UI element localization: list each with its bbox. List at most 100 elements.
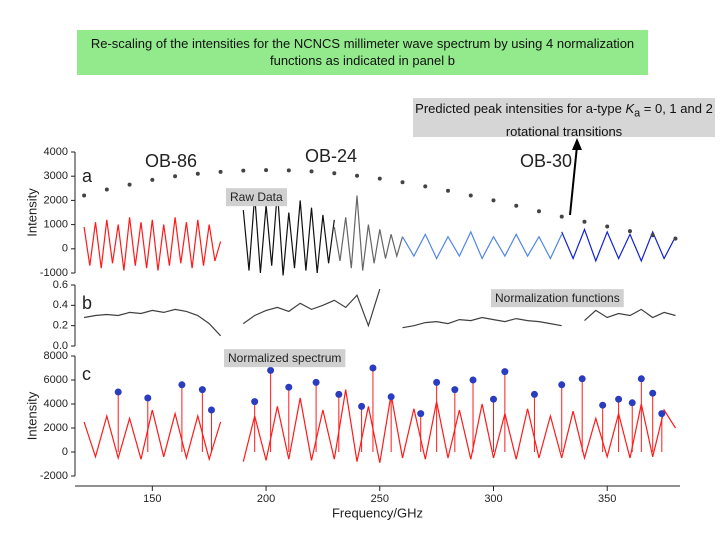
panel-label: b [82, 293, 92, 313]
panel-label: Raw Data [230, 190, 283, 204]
label-box [226, 188, 288, 207]
point [628, 399, 636, 407]
slide-title: Re-scaling of the intensities for the NC… [77, 30, 648, 75]
callout-symbol: K [625, 101, 635, 116]
panel-label: OB-24 [305, 146, 357, 166]
point [599, 401, 607, 409]
y-axis-label: Intensity [24, 188, 39, 237]
series-line [83, 217, 222, 271]
panel-label: OB-30 [520, 151, 572, 171]
point [536, 209, 541, 214]
point [658, 410, 666, 418]
y-tick-label: 8000 [44, 350, 68, 362]
point [491, 198, 496, 203]
point [127, 182, 132, 187]
label-box [491, 289, 624, 308]
point [198, 386, 206, 394]
y-tick-label: 3000 [44, 170, 68, 182]
point [615, 395, 623, 403]
point [400, 180, 405, 185]
y-tick-label: 6000 [44, 374, 68, 386]
point [451, 386, 459, 394]
callout-subscript: a [634, 107, 641, 120]
y-tick-label: 0.0 [53, 340, 68, 352]
point [489, 395, 497, 403]
panel-label: OB-86 [145, 151, 197, 171]
point [558, 381, 566, 389]
point [627, 229, 632, 234]
point [82, 193, 87, 198]
x-tick-label: 300 [484, 493, 502, 505]
point [309, 169, 314, 174]
point [637, 375, 645, 383]
y-tick-label: 0.2 [53, 320, 68, 332]
panel-label: c [82, 364, 91, 384]
y-tick-label: 0.4 [53, 299, 68, 311]
series-line [401, 230, 563, 260]
point [468, 193, 473, 198]
y-tick-label: 1000 [44, 219, 68, 231]
series-line [333, 195, 404, 271]
point [578, 375, 586, 383]
point [286, 168, 291, 173]
x-tick-label: 250 [371, 493, 389, 505]
point [251, 398, 259, 406]
point [104, 187, 109, 192]
point [605, 224, 610, 229]
y-tick-label: 4000 [44, 398, 68, 410]
x-axis-label: Frequency/GHz [332, 505, 423, 520]
point [332, 171, 337, 176]
arrow [569, 145, 578, 216]
point [387, 393, 395, 401]
y-axis-label: Intensity [24, 391, 39, 440]
series-line [242, 190, 335, 276]
point [469, 376, 477, 384]
series-line [561, 227, 677, 263]
x-tick-label: 350 [598, 493, 616, 505]
point [358, 402, 366, 410]
point [446, 188, 451, 193]
series-line [83, 288, 676, 337]
y-tick-label: 0 [62, 446, 68, 458]
point [433, 378, 441, 386]
point [514, 203, 519, 208]
point [285, 383, 293, 391]
point [417, 410, 425, 418]
point [369, 364, 377, 372]
panel-label: a [82, 166, 93, 186]
y-tick-label: 4000 [44, 146, 68, 158]
arrow-head [572, 138, 582, 150]
point [582, 219, 587, 224]
point [673, 236, 678, 241]
y-tick-label: 0.6 [53, 279, 68, 291]
y-tick-label: -2000 [40, 470, 68, 482]
point [150, 177, 155, 182]
x-tick-label: 150 [143, 493, 161, 505]
point [355, 173, 360, 178]
point [173, 174, 178, 179]
point [501, 368, 509, 376]
point [144, 394, 152, 402]
point [218, 169, 223, 174]
callout-text: Predicted peak intensities for a-type [415, 101, 626, 116]
point [312, 378, 320, 386]
point [377, 176, 382, 181]
point [335, 390, 343, 398]
point [114, 388, 122, 396]
x-tick-label: 200 [257, 493, 275, 505]
point [650, 233, 655, 238]
point [530, 390, 538, 398]
callout-text: = 0, 1 and 2 rotational transitions [505, 101, 713, 139]
y-tick-label: -1000 [40, 267, 68, 279]
panel-label: Normalization functions [495, 291, 620, 305]
point [264, 168, 269, 173]
point [423, 184, 428, 189]
point [207, 406, 215, 414]
panel-label: Normalized spectrum [228, 351, 341, 365]
point [649, 389, 657, 397]
point [241, 168, 246, 173]
point [559, 214, 564, 219]
y-tick-label: 0 [62, 243, 68, 255]
y-tick-label: 2000 [44, 422, 68, 434]
